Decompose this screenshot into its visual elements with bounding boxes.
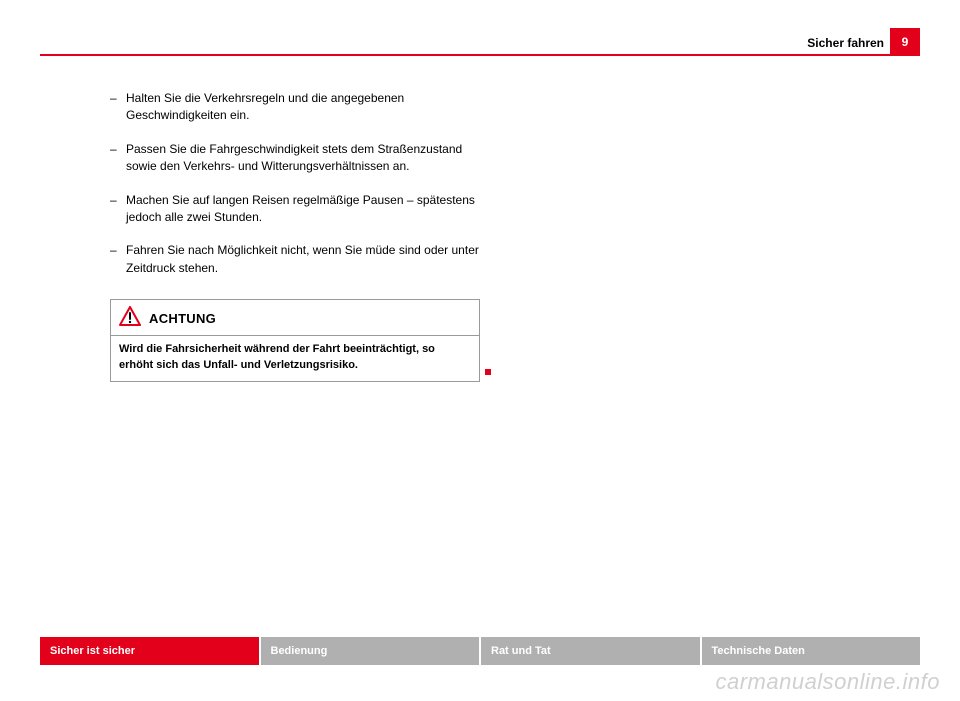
footer-tab-technische[interactable]: Technische Daten	[702, 637, 921, 665]
warning-body: Wird die Fahrsicherheit während der Fahr…	[111, 336, 479, 381]
watermark: carmanualsonline.info	[715, 669, 940, 695]
bullet-item: – Machen Sie auf langen Reisen regelmäßi…	[110, 192, 490, 227]
section-title: Sicher fahren	[807, 36, 884, 50]
bullet-dash: –	[110, 242, 126, 277]
footer-tab-label: Bedienung	[271, 645, 328, 657]
bullet-item: – Passen Sie die Fahrgeschwindigkeit ste…	[110, 141, 490, 176]
warning-label: ACHTUNG	[149, 311, 216, 326]
bullet-text: Machen Sie auf langen Reisen regelmäßige…	[126, 192, 490, 227]
bullet-item: – Halten Sie die Verkehrsregeln und die …	[110, 90, 490, 125]
footer-tab-bedienung[interactable]: Bedienung	[261, 637, 480, 665]
page-header: Sicher fahren 9	[40, 30, 920, 56]
footer-tab-label: Rat und Tat	[491, 645, 551, 657]
footer-tab-label: Technische Daten	[712, 645, 805, 657]
bullet-text: Halten Sie die Verkehrsregeln und die an…	[126, 90, 490, 125]
bullet-text: Passen Sie die Fahrgeschwindigkeit stets…	[126, 141, 490, 176]
bullet-dash: –	[110, 141, 126, 176]
page-number: 9	[902, 35, 909, 49]
section-end-marker-icon	[485, 369, 491, 375]
warning-box: ACHTUNG Wird die Fahrsicherheit während …	[110, 299, 480, 382]
bullet-dash: –	[110, 90, 126, 125]
bullet-dash: –	[110, 192, 126, 227]
warning-header: ACHTUNG	[111, 300, 479, 336]
footer-tab-label: Sicher ist sicher	[50, 645, 135, 657]
warning-triangle-icon	[119, 306, 141, 331]
footer-tab-rat[interactable]: Rat und Tat	[481, 637, 700, 665]
page-number-box: 9	[890, 28, 920, 56]
content-column: – Halten Sie die Verkehrsregeln und die …	[110, 90, 490, 382]
bullet-item: – Fahren Sie nach Möglichkeit nicht, wen…	[110, 242, 490, 277]
bullet-text: Fahren Sie nach Möglichkeit nicht, wenn …	[126, 242, 490, 277]
footer-tab-sicher[interactable]: Sicher ist sicher	[40, 637, 259, 665]
footer-tabs: Sicher ist sicher Bedienung Rat und Tat …	[40, 637, 920, 665]
